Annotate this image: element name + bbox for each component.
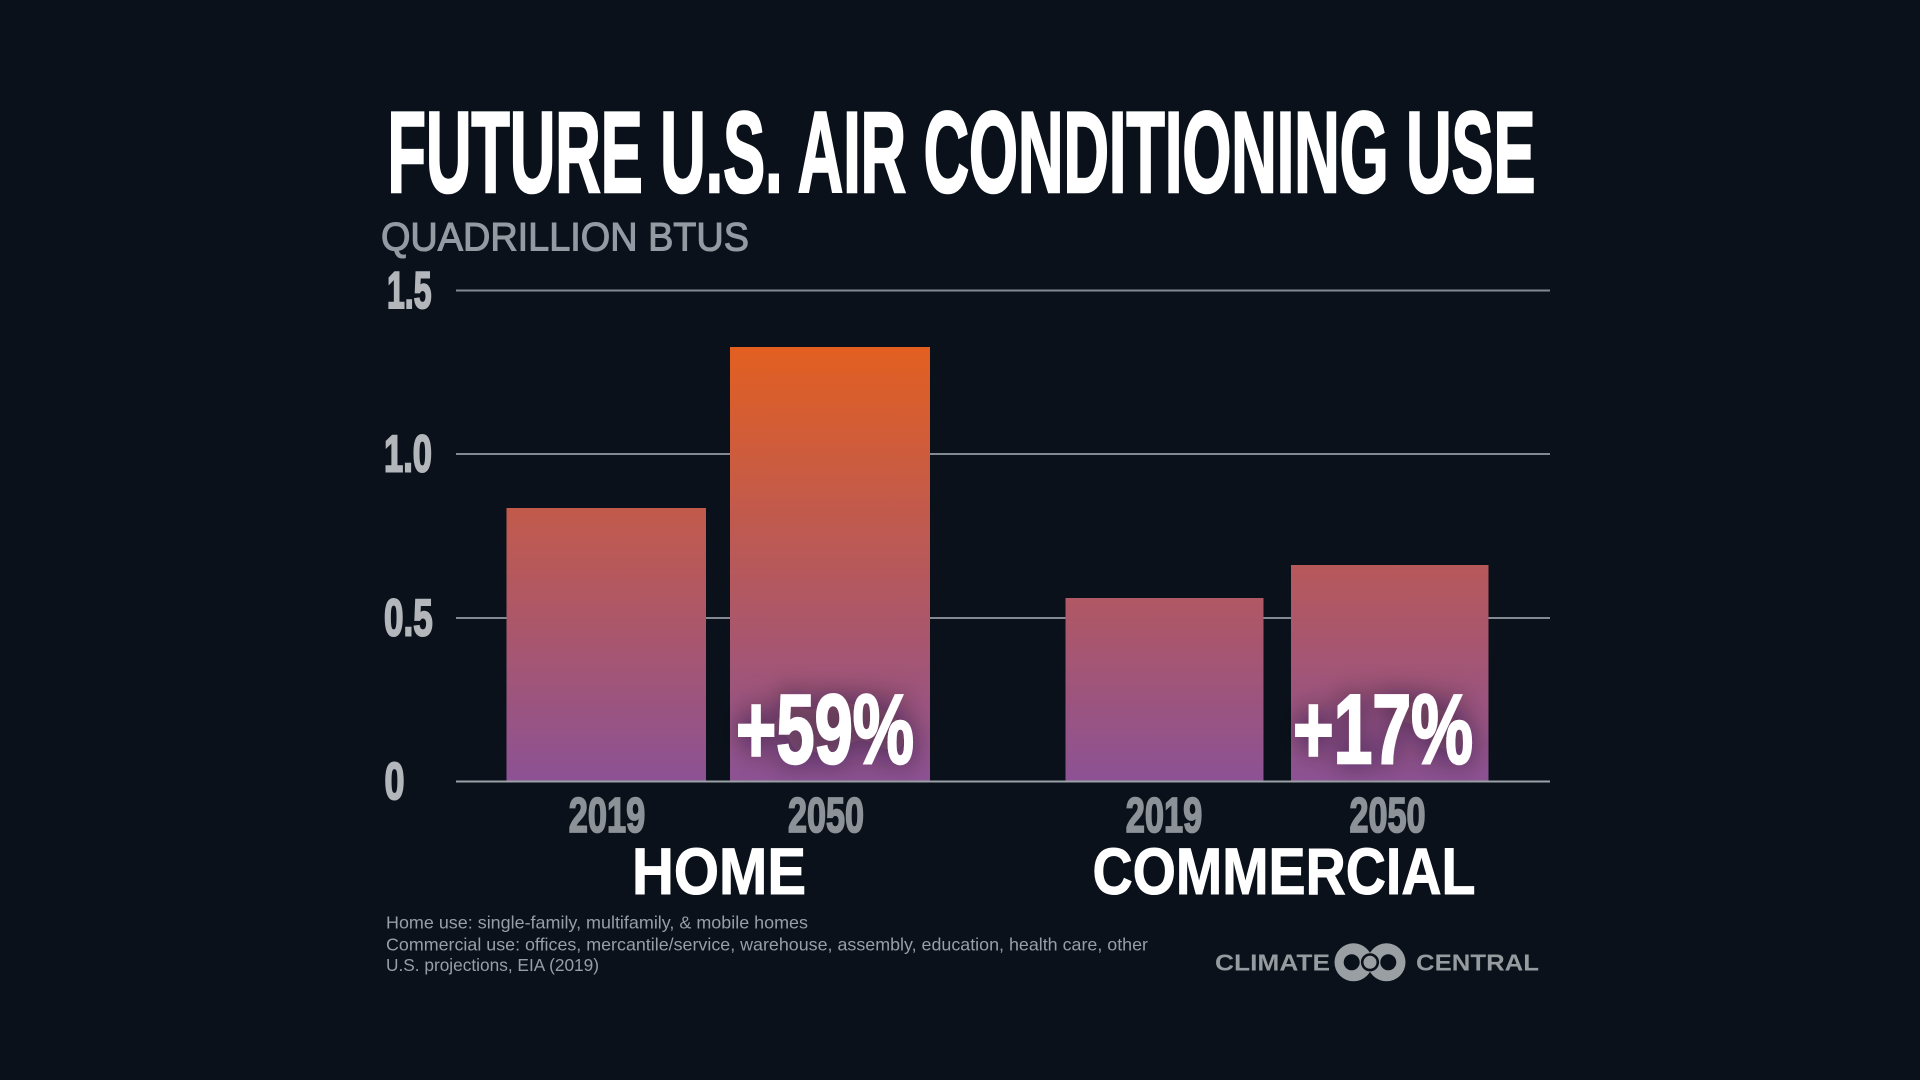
svg-text:CENTRAL: CENTRAL xyxy=(1416,950,1539,976)
svg-text:1.5: 1.5 xyxy=(387,262,432,320)
svg-text:2019: 2019 xyxy=(569,789,646,843)
svg-text:U.S. projections, EIA (2019): U.S. projections, EIA (2019) xyxy=(386,955,599,975)
svg-text:+17%: +17% xyxy=(1293,674,1473,784)
svg-text:2050: 2050 xyxy=(1350,789,1426,843)
svg-text:+59%: +59% xyxy=(736,674,914,784)
svg-text:1.0: 1.0 xyxy=(384,425,432,483)
svg-text:QUADRILLION BTUS: QUADRILLION BTUS xyxy=(381,216,749,260)
svg-text:0.5: 0.5 xyxy=(384,589,433,647)
svg-text:0: 0 xyxy=(385,753,405,811)
svg-text:2050: 2050 xyxy=(788,789,864,843)
svg-text:Home use: single-family, multi: Home use: single-family, multifamily, & … xyxy=(386,913,808,933)
svg-text:CLIMATE: CLIMATE xyxy=(1215,950,1330,976)
svg-text:FUTURE U.S. AIR CONDITIONING U: FUTURE U.S. AIR CONDITIONING USE xyxy=(388,89,1536,217)
svg-text:2019: 2019 xyxy=(1126,789,1203,843)
svg-text:Commercial use: offices, merca: Commercial use: offices, mercantile/serv… xyxy=(386,934,1148,954)
svg-text:HOME: HOME xyxy=(632,834,806,908)
svg-text:COMMERCIAL: COMMERCIAL xyxy=(1093,834,1476,908)
